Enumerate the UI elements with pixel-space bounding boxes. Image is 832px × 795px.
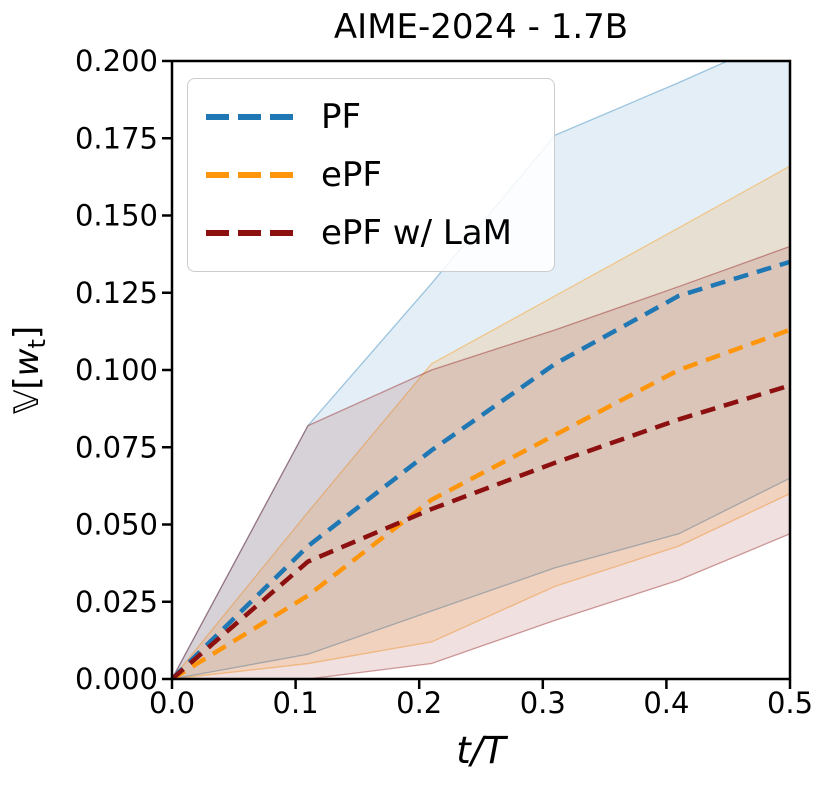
x-tick-label: 0.0	[149, 686, 195, 720]
y-tick-label: 0.025	[75, 585, 158, 619]
legend-item-epf-w-lam: ePF w/ LaM	[206, 204, 536, 262]
legend-label-epf-w-lam: ePF w/ LaM	[321, 213, 512, 253]
x-tick-label: 0.3	[520, 686, 566, 720]
y-tick-label: 0.150	[75, 199, 158, 233]
legend-label-pf: PF	[321, 97, 362, 137]
chart-title: AIME-2024 - 1.7B	[334, 7, 628, 47]
y-tick-label: 0.100	[75, 353, 158, 387]
x-tick-label: 0.5	[767, 686, 813, 720]
y-tick-label: 0.175	[75, 121, 158, 155]
y-tick-label: 0.000	[75, 662, 158, 696]
confidence-band-epf-w-lam	[172, 245, 790, 679]
y-tick-label: 0.075	[75, 430, 158, 464]
legend-item-pf: PF	[206, 88, 536, 146]
mean-line-epf-w-lam	[172, 383, 790, 679]
pf-dashed-line-swatch	[206, 114, 293, 120]
y-tick-label: 0.200	[75, 44, 158, 78]
legend-item-epf: ePF	[206, 146, 536, 204]
mean-line-pf	[172, 259, 790, 679]
y-tick-label: 0.125	[75, 276, 158, 310]
y-tick-label: 0.050	[75, 508, 158, 542]
legend-label-epf: ePF	[321, 155, 382, 195]
y-axis-label: 𝕍[wt]	[7, 326, 51, 414]
mean-line-epf	[172, 327, 790, 679]
legend: PF ePF ePF w/ LaM	[187, 78, 555, 272]
x-axis-label: t/T	[456, 729, 508, 772]
x-tick-label: 0.2	[396, 686, 442, 720]
epf-dashed-line-swatch	[206, 172, 293, 178]
x-tick-label: 0.4	[643, 686, 689, 720]
confidence-band-pf	[172, 61, 790, 679]
axes-spines	[170, 59, 792, 681]
epf-w-lam-dashed-line-swatch	[206, 230, 293, 236]
x-tick-label: 0.1	[273, 686, 319, 720]
confidence-band-epf	[172, 165, 790, 679]
